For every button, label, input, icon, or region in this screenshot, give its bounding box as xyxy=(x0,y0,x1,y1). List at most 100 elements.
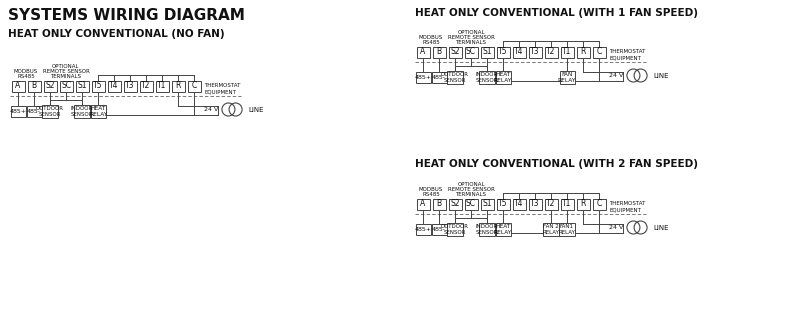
Text: THERMOSTAT
EQUIPMENT: THERMOSTAT EQUIPMENT xyxy=(610,201,646,212)
Bar xyxy=(43,80,57,92)
Bar xyxy=(417,46,430,57)
Bar xyxy=(559,223,575,236)
Bar xyxy=(513,198,526,209)
Bar xyxy=(27,80,41,92)
Text: T1: T1 xyxy=(158,81,166,91)
Text: SC: SC xyxy=(61,81,71,91)
Text: 24 V: 24 V xyxy=(609,73,623,78)
Text: S1: S1 xyxy=(482,47,492,56)
Text: SC: SC xyxy=(466,47,476,56)
Text: FAN 2
RELAY: FAN 2 RELAY xyxy=(542,224,559,235)
Text: 485+: 485+ xyxy=(414,75,431,80)
Bar xyxy=(481,46,494,57)
Text: B: B xyxy=(31,81,37,91)
Text: A: A xyxy=(420,199,426,208)
Text: T1: T1 xyxy=(562,199,572,208)
Bar xyxy=(26,106,42,117)
Bar xyxy=(465,46,478,57)
Bar xyxy=(433,46,446,57)
Text: LINE: LINE xyxy=(653,72,669,78)
Text: OUTDOOR
SENSOR: OUTDOOR SENSOR xyxy=(441,224,469,235)
Text: T4: T4 xyxy=(514,199,524,208)
Bar xyxy=(465,198,478,209)
Text: B: B xyxy=(437,199,442,208)
Text: 24 V: 24 V xyxy=(609,225,623,230)
Text: OPTIONAL
REMOTE SENSOR
TERMINALS: OPTIONAL REMOTE SENSOR TERMINALS xyxy=(42,64,90,79)
Bar xyxy=(90,105,106,118)
Text: HEAT
RELAY: HEAT RELAY xyxy=(494,72,512,83)
Bar xyxy=(139,80,153,92)
Bar xyxy=(417,198,430,209)
Text: INDOOR
SENSOR: INDOOR SENSOR xyxy=(476,72,498,83)
Text: T3: T3 xyxy=(530,199,540,208)
Text: R: R xyxy=(580,47,586,56)
Bar xyxy=(59,80,73,92)
Bar xyxy=(543,223,559,236)
Text: 485-: 485- xyxy=(27,109,41,114)
Bar xyxy=(495,71,510,84)
Bar xyxy=(447,223,463,236)
Text: MODBUS
RS485: MODBUS RS485 xyxy=(419,187,443,197)
Text: C: C xyxy=(596,47,602,56)
Bar xyxy=(497,198,510,209)
Bar xyxy=(495,223,510,236)
Bar xyxy=(75,80,89,92)
Text: T5: T5 xyxy=(498,199,508,208)
Text: B: B xyxy=(437,47,442,56)
Bar xyxy=(479,71,495,84)
Bar xyxy=(513,46,526,57)
Text: T5: T5 xyxy=(94,81,102,91)
Text: FAN
RELAY: FAN RELAY xyxy=(558,72,576,83)
Bar xyxy=(431,72,446,83)
Text: T4: T4 xyxy=(514,47,524,56)
Text: OUTDOOR
SENSOR: OUTDOOR SENSOR xyxy=(36,106,64,117)
Text: THERMOSTAT
EQUIPMENT: THERMOSTAT EQUIPMENT xyxy=(610,49,646,60)
Text: S1: S1 xyxy=(78,81,86,91)
Bar xyxy=(187,80,201,92)
Text: T2: T2 xyxy=(546,47,556,56)
Text: 24 V: 24 V xyxy=(204,107,218,112)
Text: HEAT ONLY CONVENTIONAL (NO FAN): HEAT ONLY CONVENTIONAL (NO FAN) xyxy=(8,29,225,39)
Bar xyxy=(479,223,495,236)
Text: OUTDOOR
SENSOR: OUTDOOR SENSOR xyxy=(441,72,469,83)
Text: 485+: 485+ xyxy=(414,227,431,232)
Bar xyxy=(529,198,542,209)
Text: FAN1
RELAY: FAN1 RELAY xyxy=(558,224,575,235)
Bar xyxy=(42,105,58,118)
Bar xyxy=(593,198,606,209)
Text: SC: SC xyxy=(466,199,476,208)
Bar xyxy=(561,46,574,57)
Text: S1: S1 xyxy=(482,199,492,208)
Text: S2: S2 xyxy=(450,47,460,56)
Bar xyxy=(545,198,558,209)
Bar xyxy=(433,198,446,209)
Text: T1: T1 xyxy=(562,47,572,56)
Bar xyxy=(561,198,574,209)
Bar xyxy=(577,46,590,57)
Bar xyxy=(449,46,462,57)
Text: LINE: LINE xyxy=(248,107,263,113)
Bar xyxy=(123,80,137,92)
Text: 485+: 485+ xyxy=(10,109,26,114)
Bar xyxy=(449,198,462,209)
Text: C: C xyxy=(191,81,197,91)
Text: S2: S2 xyxy=(46,81,54,91)
Bar xyxy=(447,71,463,84)
Bar xyxy=(577,198,590,209)
Bar xyxy=(415,224,430,235)
Text: S2: S2 xyxy=(450,199,460,208)
Bar xyxy=(529,46,542,57)
Bar xyxy=(593,46,606,57)
Text: T3: T3 xyxy=(530,47,540,56)
Bar xyxy=(107,80,121,92)
Bar xyxy=(559,71,574,84)
Bar xyxy=(415,72,430,83)
Text: T4: T4 xyxy=(110,81,118,91)
Text: C: C xyxy=(596,199,602,208)
Bar xyxy=(481,198,494,209)
Text: A: A xyxy=(15,81,21,91)
Text: HEAT ONLY CONVENTIONAL (WITH 1 FAN SPEED): HEAT ONLY CONVENTIONAL (WITH 1 FAN SPEED… xyxy=(415,8,698,18)
Bar xyxy=(74,105,90,118)
Text: T2: T2 xyxy=(546,199,556,208)
Text: R: R xyxy=(175,81,181,91)
